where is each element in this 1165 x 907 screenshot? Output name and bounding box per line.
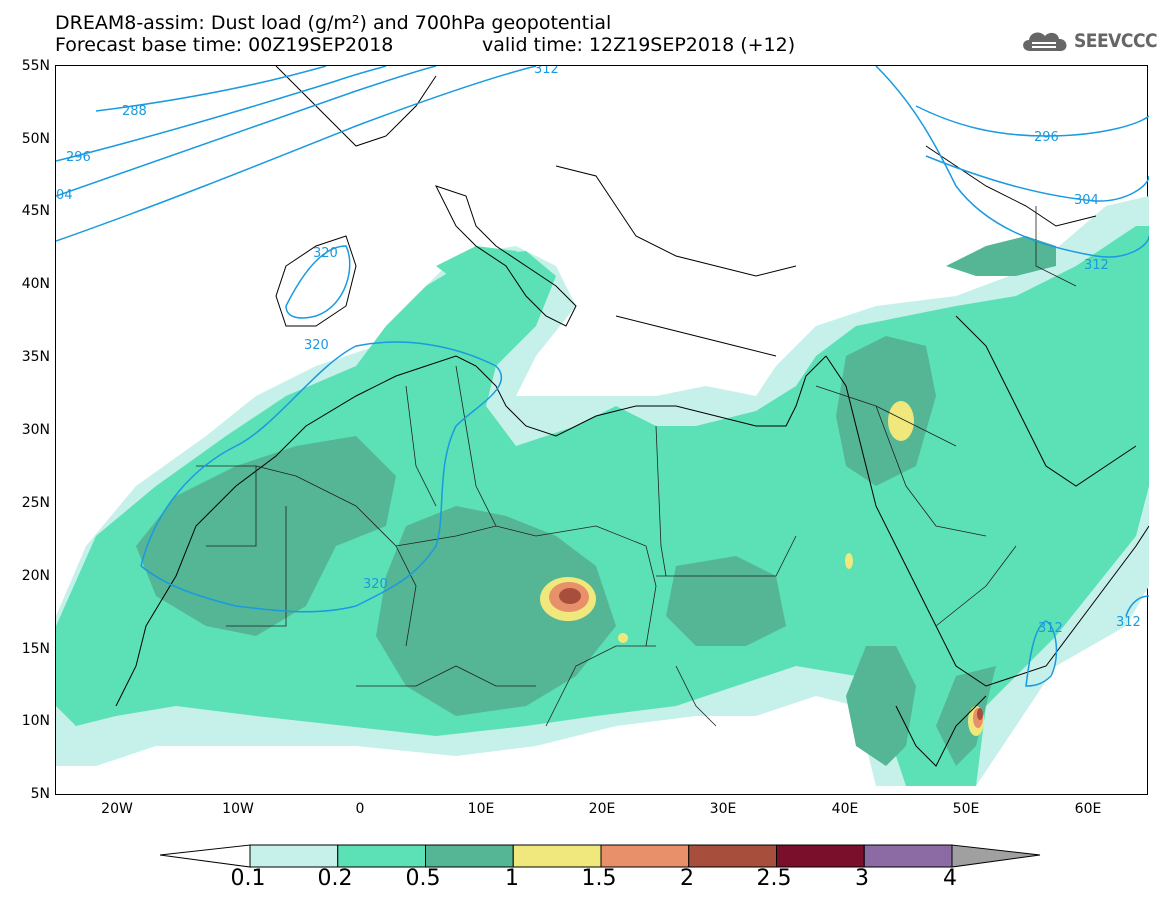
contour-label: 320 [363,577,388,592]
lon-label: 20E [588,801,616,817]
contour-label: 312 [1038,621,1063,636]
lat-label: 10N [21,713,50,729]
logo-text: SEEVCCC [1074,30,1158,52]
colorbar-label: 1 [505,866,519,891]
lat-label: 50N [21,131,50,147]
colorbar-cell [337,844,426,868]
lat-label: 40N [21,276,50,292]
dust-layer-2 [559,588,983,720]
colorbar-cell [249,844,339,868]
map-area: 312 288 296 04 320 320 320 296 304 312 3… [55,65,1149,795]
colorbar-label: 0.5 [405,866,441,891]
contour-labels: 312 288 296 04 320 320 320 296 304 312 3… [56,66,1141,636]
colorbar-cell [425,844,514,868]
colorbar-min-arrow [160,844,251,868]
lon-label: 50E [952,801,980,817]
lat-label: 30N [21,422,50,438]
seevccc-logo: SEEVCCC [1018,26,1158,56]
dust-map: 312 288 296 04 320 320 320 296 304 312 3… [56,66,1149,786]
lon-label: 60E [1074,801,1102,817]
colorbar-label: 2 [680,866,694,891]
colorbar-label: 2.5 [756,866,792,891]
country-borders [196,206,1077,727]
contour-label: 312 [534,66,559,77]
cloud-icon [1023,32,1067,51]
contour-label: 320 [313,246,338,261]
forecast-base-time: Forecast base time: 00Z19SEP2018 [55,34,394,56]
contour-label: 320 [304,338,329,353]
colorbar-max-arrow [951,844,1041,868]
contour-label: 312 [1084,258,1109,273]
lon-label: 0 [355,801,365,817]
lon-label: 40E [831,801,859,817]
lon-label: 10W [222,801,254,817]
colorbar-label: 3 [855,866,869,891]
lon-label: 10E [467,801,495,817]
valid-time: valid time: 12Z19SEP2018 (+12) [482,34,796,56]
contour-label: 304 [1074,193,1099,208]
lat-label: 20N [21,568,50,584]
lat-label: 15N [21,641,50,657]
lat-label: 25N [21,495,50,511]
geopotential-contours [56,66,1149,687]
coastlines [115,66,1149,767]
contour-label: 296 [1034,130,1059,145]
map-title: DREAM8-assim: Dust load (g/m²) and 700hP… [55,12,612,34]
lat-label: 5N [30,786,50,802]
color-legend [160,844,1041,868]
colorbar-cell [512,844,602,868]
colorbar-cell [688,844,777,868]
colorbar-label: 1.5 [581,866,617,891]
colorbar-cell [600,844,690,868]
colorbar-label: 0.1 [230,866,266,891]
colorbar-label: 0.2 [317,866,353,891]
lat-label: 45N [21,203,50,219]
contour-label: 312 [1116,615,1141,630]
colorbar-label: 4 [943,866,957,891]
contour-label: 288 [122,104,147,119]
contour-label: 04 [56,188,73,203]
colorbar-cell [863,844,953,868]
lon-label: 20W [101,801,133,817]
contour-label: 296 [66,150,91,165]
lat-label: 35N [21,349,50,365]
lon-label: 30E [709,801,737,817]
lat-label: 55N [21,58,50,74]
colorbar-cell [776,844,865,868]
